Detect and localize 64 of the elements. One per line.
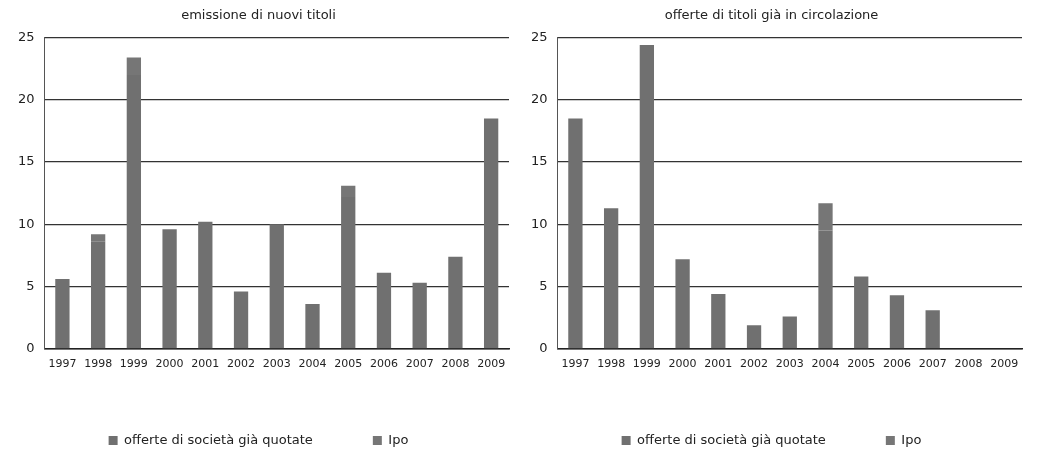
bar <box>269 224 284 349</box>
bar <box>412 282 427 349</box>
bar <box>448 256 463 349</box>
chart-title: emissione di nuovi titoli <box>181 7 336 23</box>
x-tick-label: 2007 <box>918 357 947 371</box>
bar <box>305 303 320 349</box>
x-tick-label: 1999 <box>119 357 148 371</box>
bar <box>233 291 249 349</box>
x-tick-label: 2001 <box>704 357 733 371</box>
x-tick-label: 2008 <box>441 357 470 371</box>
y-tick-label: 15 <box>18 153 35 169</box>
y-tick-label: 10 <box>531 215 548 231</box>
x-tick-label: 2009 <box>477 357 506 371</box>
bar <box>711 294 726 349</box>
y-tick-label: 10 <box>18 215 35 231</box>
x-tick-label: 2006 <box>882 357 911 371</box>
bar <box>162 229 177 349</box>
y-tick-label: 15 <box>531 153 548 169</box>
x-tick-label: 2002 <box>740 357 769 371</box>
legend-label: offerte di società già quotate <box>637 431 826 447</box>
y-tick-label: 0 <box>539 340 548 356</box>
bar <box>639 45 655 349</box>
y-tick-label: 25 <box>18 28 35 44</box>
x-tick-label: 2003 <box>262 357 291 371</box>
x-tick-label: 1998 <box>597 357 626 371</box>
bar <box>889 295 905 349</box>
chart-title: offerte di titoli già in circolazione <box>664 7 879 23</box>
legend-label: offerte di società già quotate <box>124 431 313 447</box>
bar <box>603 208 619 349</box>
y-tick-label: 20 <box>531 91 548 107</box>
x-tick-label: 2000 <box>155 357 184 371</box>
bar <box>568 118 583 349</box>
x-tick-label: 2009 <box>990 357 1019 371</box>
x-tick-label: 2005 <box>334 357 363 371</box>
bar <box>55 279 70 349</box>
bar <box>198 221 213 349</box>
x-tick-label: 2006 <box>369 357 398 371</box>
bar <box>854 276 869 349</box>
y-tick-label: 25 <box>531 28 548 44</box>
bar <box>925 310 940 349</box>
legend-label: Ipo <box>388 431 409 447</box>
x-tick-label: 2004 <box>298 357 327 371</box>
x-tick-label: 2002 <box>227 357 256 371</box>
x-tick-label: 1997 <box>561 357 590 371</box>
x-tick-label: 1999 <box>632 357 661 371</box>
x-tick-label: 2007 <box>405 357 434 371</box>
y-tick-label: 5 <box>539 277 548 293</box>
x-tick-label: 2004 <box>811 357 840 371</box>
x-tick-label: 2000 <box>668 357 697 371</box>
x-tick-label: 2005 <box>847 357 876 371</box>
bar <box>376 272 392 349</box>
x-tick-label: 1998 <box>84 357 113 371</box>
x-tick-label: 2003 <box>775 357 804 371</box>
y-tick-label: 0 <box>26 340 35 356</box>
bar <box>483 118 499 349</box>
bar <box>746 325 762 349</box>
bar <box>782 316 797 349</box>
y-tick-label: 20 <box>18 91 35 107</box>
y-tick-label: 5 <box>26 277 35 293</box>
x-tick-label: 2008 <box>954 357 983 371</box>
x-tick-label: 2001 <box>191 357 220 371</box>
legend-label: Ipo <box>901 431 922 447</box>
x-tick-label: 1997 <box>48 357 77 371</box>
bar <box>675 259 690 349</box>
